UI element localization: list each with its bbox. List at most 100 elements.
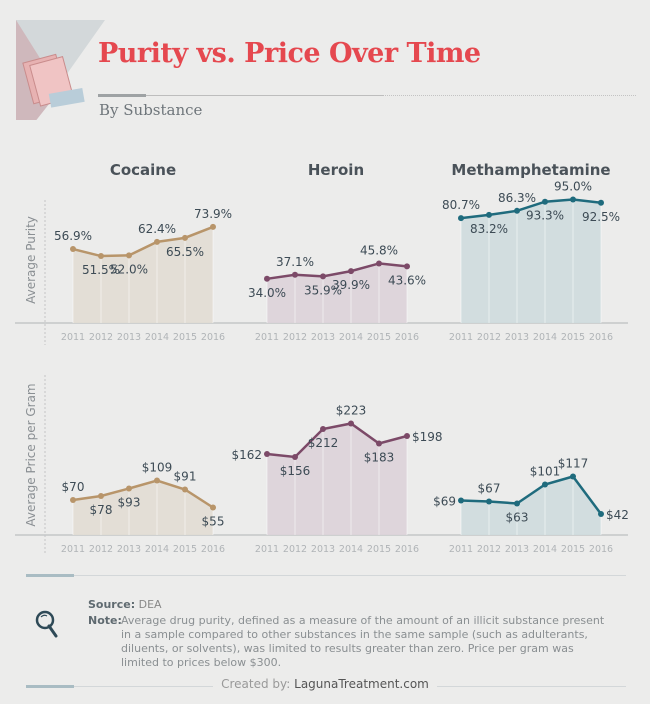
x-tick-label: 2015 xyxy=(561,544,585,555)
subtitle: By Substance xyxy=(99,101,203,119)
data-point xyxy=(542,198,548,205)
data-label: $70 xyxy=(62,480,85,494)
data-label: 39.9% xyxy=(332,278,370,292)
x-tick-label: 2014 xyxy=(533,332,557,343)
x-tick-label: 2016 xyxy=(201,544,225,555)
data-label: $117 xyxy=(558,457,589,471)
source-label: Source: xyxy=(88,598,136,611)
x-tick-label: 2016 xyxy=(395,544,419,555)
x-tick-label: 2011 xyxy=(255,544,279,555)
x-tick-label: 2016 xyxy=(395,332,419,343)
data-label: $156 xyxy=(280,464,311,478)
x-tick-label: 2011 xyxy=(255,332,279,343)
divider-accent xyxy=(26,685,74,688)
data-label: $63 xyxy=(506,511,529,525)
data-label: 95.0% xyxy=(554,180,592,194)
x-tick-label: 2013 xyxy=(505,332,529,343)
data-label: $67 xyxy=(478,482,501,496)
data-label: 92.5% xyxy=(582,210,620,224)
area-fill xyxy=(461,476,601,535)
data-point xyxy=(348,420,354,427)
y-axis-label-purity: Average Purity xyxy=(24,216,38,304)
divider xyxy=(98,95,384,96)
x-tick-label: 2014 xyxy=(145,544,169,555)
x-tick-label: 2014 xyxy=(533,544,557,555)
data-point xyxy=(514,500,520,507)
series-line xyxy=(266,422,408,459)
data-label: $69 xyxy=(433,495,456,509)
note: Note: Average drug purity, defined as a m… xyxy=(88,614,608,670)
data-label: $91 xyxy=(174,470,197,484)
data-label: $183 xyxy=(364,451,395,465)
panel-title-cocaine: Cocaine xyxy=(110,161,176,179)
data-point xyxy=(292,454,298,460)
data-label: $109 xyxy=(142,461,173,475)
area-fill xyxy=(461,199,601,323)
data-label: 37.1% xyxy=(276,255,314,269)
series-line xyxy=(72,479,214,509)
data-label: 86.3% xyxy=(498,191,536,205)
data-label: 65.5% xyxy=(166,245,204,259)
data-label: 45.8% xyxy=(360,243,398,257)
data-point xyxy=(458,215,464,222)
data-point xyxy=(182,234,188,241)
x-tick-label: 2015 xyxy=(561,332,585,343)
data-point xyxy=(570,196,576,203)
data-point xyxy=(514,207,520,214)
data-label: $198 xyxy=(412,430,443,444)
x-tick-label: 2016 xyxy=(589,332,613,343)
x-tick-label: 2014 xyxy=(339,332,363,343)
source-value: DEA xyxy=(138,598,162,611)
data-point xyxy=(154,477,160,484)
data-point xyxy=(98,253,104,260)
y-axis-label-price: Average Price per Gram xyxy=(24,383,38,526)
series-line xyxy=(460,475,603,515)
data-point xyxy=(598,511,604,517)
x-tick-label: 2013 xyxy=(311,544,335,555)
area-fill xyxy=(73,226,213,323)
data-label: $212 xyxy=(308,436,339,450)
data-point xyxy=(210,504,216,511)
page-title: Purity vs. Price Over Time xyxy=(98,38,481,69)
data-point xyxy=(182,486,188,493)
x-tick-label: 2012 xyxy=(283,332,307,343)
data-label: $55 xyxy=(202,515,225,529)
x-tick-label: 2012 xyxy=(89,544,113,555)
x-tick-label: 2012 xyxy=(89,332,113,343)
data-point xyxy=(126,485,132,492)
area-fill xyxy=(267,263,407,323)
data-label: $223 xyxy=(336,404,367,418)
data-point xyxy=(404,433,410,439)
x-tick-label: 2012 xyxy=(477,332,501,343)
data-point xyxy=(320,273,326,280)
x-tick-label: 2015 xyxy=(367,544,391,555)
data-point xyxy=(542,481,548,488)
credit-label: Created by: xyxy=(221,677,291,691)
data-point xyxy=(70,497,76,503)
x-tick-label: 2012 xyxy=(477,544,501,555)
data-label: $78 xyxy=(90,503,113,517)
charts: Cocaine Heroin Methamphetamine Average P… xyxy=(15,161,629,555)
data-point xyxy=(292,271,298,278)
data-point xyxy=(404,263,410,270)
x-tick-label: 2015 xyxy=(173,544,197,555)
data-point xyxy=(320,426,326,432)
data-point xyxy=(598,199,604,206)
note-text: Average drug purity, defined as a measur… xyxy=(121,614,605,669)
x-tick-label: 2011 xyxy=(449,544,473,555)
x-tick-label: 2014 xyxy=(339,544,363,555)
divider-accent xyxy=(98,94,146,97)
x-tick-label: 2013 xyxy=(117,544,141,555)
data-point xyxy=(376,260,382,267)
data-label: $42 xyxy=(606,508,629,522)
data-point xyxy=(570,473,576,480)
data-label: 56.9% xyxy=(54,229,92,243)
x-tick-label: 2015 xyxy=(367,332,391,343)
x-tick-label: 2013 xyxy=(505,544,529,555)
data-label: 93.3% xyxy=(526,209,564,223)
money-stack-icon xyxy=(16,20,105,120)
credit-link[interactable]: LagunaTreatment.com xyxy=(294,677,429,691)
data-point xyxy=(458,497,464,504)
x-tick-label: 2011 xyxy=(61,332,85,343)
